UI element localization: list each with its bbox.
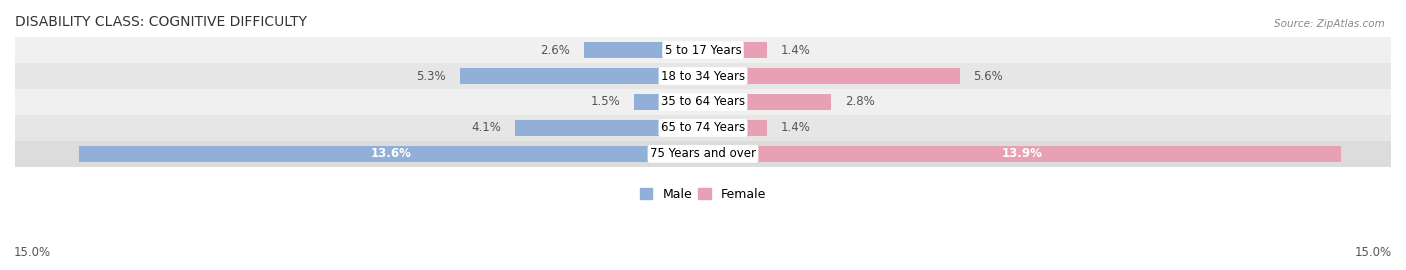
Text: 13.6%: 13.6% xyxy=(371,147,412,160)
Bar xyxy=(703,94,831,110)
Text: 1.5%: 1.5% xyxy=(591,96,620,109)
Legend: Male, Female: Male, Female xyxy=(636,183,770,206)
Text: 75 Years and over: 75 Years and over xyxy=(650,147,756,160)
Text: DISABILITY CLASS: COGNITIVE DIFFICULTY: DISABILITY CLASS: COGNITIVE DIFFICULTY xyxy=(15,15,307,29)
Bar xyxy=(703,42,768,58)
Text: 5.6%: 5.6% xyxy=(973,70,1004,83)
Text: 2.8%: 2.8% xyxy=(845,96,875,109)
Text: 4.1%: 4.1% xyxy=(471,122,501,134)
Bar xyxy=(703,120,768,136)
Text: 5.3%: 5.3% xyxy=(416,70,446,83)
Bar xyxy=(15,115,1391,141)
Bar xyxy=(15,37,1391,63)
Bar xyxy=(15,141,1391,167)
Bar xyxy=(15,89,1391,115)
Text: 15.0%: 15.0% xyxy=(1355,246,1392,259)
Bar xyxy=(15,63,1391,89)
Text: 18 to 34 Years: 18 to 34 Years xyxy=(661,70,745,83)
Bar xyxy=(703,146,1340,162)
Text: Source: ZipAtlas.com: Source: ZipAtlas.com xyxy=(1274,19,1385,29)
Bar xyxy=(515,120,703,136)
Text: 1.4%: 1.4% xyxy=(780,122,811,134)
Text: 2.6%: 2.6% xyxy=(540,43,569,57)
Text: 5 to 17 Years: 5 to 17 Years xyxy=(665,43,741,57)
Text: 1.4%: 1.4% xyxy=(780,43,811,57)
Bar xyxy=(634,94,703,110)
Text: 15.0%: 15.0% xyxy=(14,246,51,259)
Bar xyxy=(79,146,703,162)
Bar xyxy=(703,68,960,84)
Text: 13.9%: 13.9% xyxy=(1001,147,1042,160)
Text: 65 to 74 Years: 65 to 74 Years xyxy=(661,122,745,134)
Bar xyxy=(583,42,703,58)
Bar xyxy=(460,68,703,84)
Text: 35 to 64 Years: 35 to 64 Years xyxy=(661,96,745,109)
